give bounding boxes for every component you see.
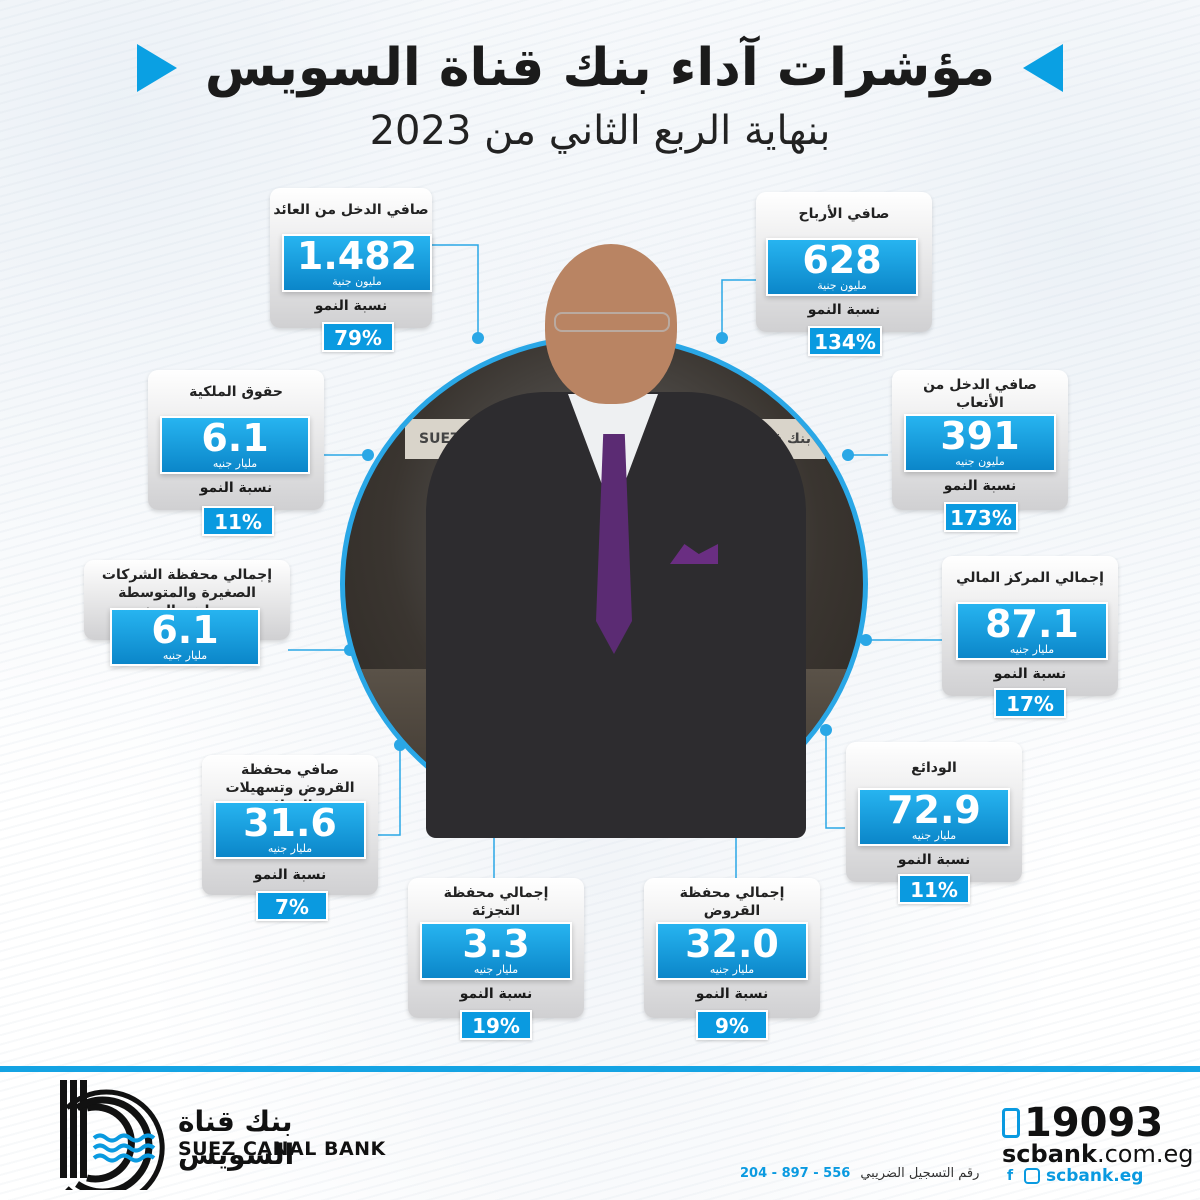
card-total-assets: إجمالي المركز المالي 87.1 مليار جنيه نسب… [942, 556, 1118, 718]
card-fees-commissions: صافي الدخل من الأتعاب والعمولات 391 مليو… [892, 370, 1068, 532]
growth-badge: 173% [944, 502, 1018, 532]
bank-name-en: SUEZ CANAL BANK [178, 1138, 386, 1160]
value-box: 1.482 مليون جنية [282, 234, 432, 292]
growth-badge: 19% [460, 1010, 532, 1040]
value-box: 31.6 مليار جنيه [214, 801, 366, 859]
growth-label: نسبة النمو [897, 852, 971, 868]
value-box: 6.1 مليار جنيه [160, 416, 310, 474]
instagram-icon[interactable] [1024, 1168, 1040, 1184]
card-value: 6.1 [151, 608, 219, 652]
connector-dot [472, 332, 484, 344]
card-value: 628 [802, 238, 882, 282]
growth-badge: 11% [202, 506, 274, 536]
card-unit: مليون جنية [817, 279, 867, 292]
growth-badge: 9% [696, 1010, 768, 1040]
social-handle[interactable]: scbank.eg [1046, 1166, 1144, 1186]
card-net-profit: صافي الأرباح 628 مليون جنية نسبة النمو 1… [756, 192, 932, 356]
arrow-right-icon [136, 44, 177, 92]
person-head [545, 244, 677, 404]
card-unit: مليار جنيه [1009, 643, 1055, 656]
growth-badge: 134% [808, 326, 882, 356]
card-deposits: الودائع 72.9 مليار جنيه نسبة النمو 11% [846, 742, 1022, 908]
glasses [554, 312, 670, 332]
card-unit: مليار جنيه [212, 457, 258, 470]
value-box: 628 مليون جنية [766, 238, 918, 296]
tax-number: 204 - 897 - 556 [740, 1166, 851, 1181]
header: مؤشرات آداء بنك قناة السويس [0, 38, 1200, 98]
card-value: 32.0 [685, 922, 779, 966]
growth-label: نسبة النمو [695, 986, 769, 1002]
growth-label: نسبة النمو [993, 666, 1067, 682]
card-unit: مليار جنيه [473, 963, 519, 976]
value-box: 72.9 مليار جنيه [858, 788, 1010, 846]
connector-dot [860, 634, 872, 646]
card-value: 87.1 [985, 602, 1079, 646]
growth-label: نسبة النمو [459, 986, 533, 1002]
card-value: 6.1 [201, 416, 269, 460]
website-tld: .com.eg [1096, 1140, 1194, 1168]
card-unit: مليار جنيه [267, 842, 313, 855]
bank-logo-icon [60, 1080, 165, 1190]
connector-dot [842, 449, 854, 461]
hotline: 19093 [1002, 1100, 1163, 1146]
phone-icon [1002, 1108, 1020, 1138]
page-subtitle: بنهاية الربع الثاني من 2023 [369, 108, 831, 154]
social-links: f scbank.eg [1002, 1166, 1143, 1186]
card-equity: حقوق الملكية 6.1 مليار جنيه نسبة النمو 1… [148, 370, 324, 536]
value-box: 32.0 مليار جنيه [656, 922, 808, 980]
card-unit: مليون جنيه [955, 455, 1005, 468]
card-value: 391 [940, 414, 1020, 458]
footer-divider [0, 1066, 1200, 1072]
value-box: 3.3 مليار جنيه [420, 922, 572, 980]
value-box: 87.1 مليار جنيه [956, 602, 1108, 660]
card-sme-portfolio: إجمالي محفظة الشركات الصغيرة والمتوسطة و… [84, 560, 290, 670]
card-net-interest-income: صافي الدخل من العائد 1.482 مليون جنية نس… [270, 188, 432, 352]
growth-badge: 7% [256, 891, 328, 921]
person-tie [596, 434, 632, 654]
hotline-number[interactable]: 19093 [1024, 1100, 1164, 1146]
facebook-icon[interactable]: f [1006, 1168, 1014, 1184]
growth-label: نسبة النمو [253, 867, 327, 883]
connector-dot [716, 332, 728, 344]
connector-dot [362, 449, 374, 461]
card-value: 31.6 [243, 801, 337, 845]
website-domain: scbank [1002, 1140, 1097, 1168]
card-unit: مليار جنيه [162, 649, 208, 662]
growth-label: نسبة النمو [314, 298, 388, 314]
card-loans-portfolio: صافي محفظة القروض وتسهيلات العملاء 31.6 … [202, 755, 378, 921]
website-link[interactable]: scbank.com.eg [1002, 1140, 1193, 1168]
card-value: 3.3 [462, 922, 530, 966]
growth-badge: 79% [322, 322, 394, 352]
card-unit: مليون جنية [332, 275, 382, 288]
growth-badge: 11% [898, 874, 970, 904]
card-unit: مليار جنيه [709, 963, 755, 976]
tax-label: رقم التسجيل الضريبي [860, 1166, 980, 1181]
growth-badge: 17% [994, 688, 1066, 718]
bank-name-ar: بنك قناة السويس [178, 1105, 295, 1171]
arrow-left-icon [1023, 44, 1064, 92]
value-box: 391 مليون جنيه [904, 414, 1056, 472]
growth-label: نسبة النمو [807, 302, 881, 318]
card-retail-portfolio: إجمالي محفظة التجزئة المصرفية 3.3 مليار … [408, 878, 584, 1040]
value-box: 6.1 مليار جنيه [110, 608, 260, 666]
page-title: مؤشرات آداء بنك قناة السويس [204, 38, 996, 98]
growth-label: نسبة النمو [199, 480, 273, 496]
growth-label: نسبة النمو [943, 478, 1017, 494]
card-corporate-portfolio: إجمالي محفظة القروض الشركات 32.0 مليار ج… [644, 878, 820, 1040]
card-unit: مليار جنيه [911, 829, 957, 842]
tax-registration: رقم التسجيل الضريبي 204 - 897 - 556 [740, 1166, 979, 1181]
ceo-photo: SUEZ CANAL بنك قناة [340, 244, 868, 838]
card-value: 1.482 [296, 234, 418, 278]
card-value: 72.9 [887, 788, 981, 832]
